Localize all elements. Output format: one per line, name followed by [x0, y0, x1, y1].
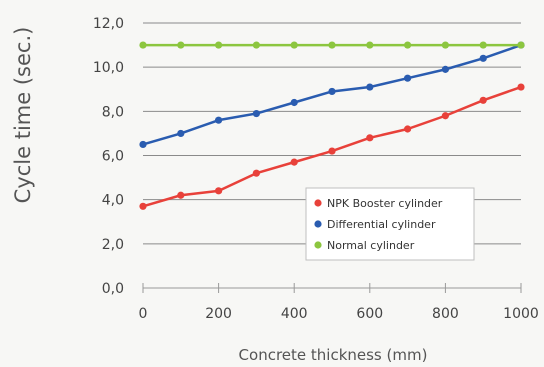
- grid-lines: [142, 22, 522, 293]
- data-point: [328, 147, 336, 155]
- data-point: [177, 129, 185, 138]
- data-point: [177, 191, 185, 199]
- data-point: [517, 41, 525, 49]
- data-point: [139, 202, 147, 210]
- data-point: [290, 158, 298, 166]
- data-point: [366, 41, 374, 49]
- data-point: [479, 54, 487, 62]
- x-tick-label: 800: [432, 306, 459, 322]
- x-tick-label: 200: [205, 306, 232, 322]
- legend-label: NPK Booster cylinder: [327, 197, 443, 210]
- data-point: [252, 169, 260, 177]
- y-tick-label: 12,0: [93, 16, 124, 32]
- data-point: [252, 41, 260, 49]
- data-point: [328, 87, 336, 96]
- data-point: [366, 83, 374, 91]
- legend-box: [305, 187, 475, 261]
- data-point: [404, 41, 412, 49]
- legend-label: Normal cylinder: [327, 239, 415, 252]
- x-tick-label: 400: [281, 306, 308, 322]
- x-tick-label: 1000: [503, 306, 539, 322]
- legend-marker: [314, 220, 322, 228]
- y-tick-label: 0,0: [102, 281, 124, 297]
- x-tick-labels: 0 200 400 600 800 1000: [139, 306, 539, 322]
- data-point: [328, 41, 336, 49]
- data-point: [479, 96, 487, 104]
- data-point: [366, 134, 374, 142]
- x-tick-label: 600: [356, 306, 383, 322]
- legend-marker: [314, 241, 322, 249]
- data-point: [252, 109, 260, 118]
- data-point: [441, 112, 449, 120]
- legend-label: Differential cylinder: [327, 218, 436, 231]
- data-point: [215, 41, 223, 49]
- data-point: [479, 41, 487, 49]
- data-point: [215, 187, 223, 195]
- legend: NPK Booster cylinder Differential cylinde…: [305, 187, 475, 261]
- data-point: [517, 83, 525, 91]
- y-tick-labels: 0,0 2,0 4,0 6,0 8,0 10,0 12,0: [93, 16, 124, 297]
- data-point: [139, 140, 147, 149]
- data-point: [290, 41, 298, 49]
- data-point: [404, 74, 412, 82]
- x-axis-title: Concrete thickness (mm): [239, 346, 428, 364]
- data-point: [404, 125, 412, 133]
- data-series: [139, 41, 525, 210]
- y-tick-label: 4,0: [102, 193, 124, 209]
- y-tick-label: 8,0: [102, 104, 124, 120]
- data-point: [215, 116, 223, 124]
- data-point: [441, 41, 449, 49]
- y-tick-label: 10,0: [93, 60, 124, 76]
- data-point: [290, 98, 298, 107]
- y-tick-label: 2,0: [102, 237, 124, 253]
- legend-marker: [314, 199, 322, 207]
- x-tick-label: 0: [139, 306, 148, 322]
- data-point: [441, 65, 449, 73]
- data-point: [177, 41, 185, 49]
- y-axis-title: Cycle time (sec.): [11, 27, 35, 204]
- data-point: [139, 41, 147, 49]
- y-tick-label: 6,0: [102, 149, 124, 165]
